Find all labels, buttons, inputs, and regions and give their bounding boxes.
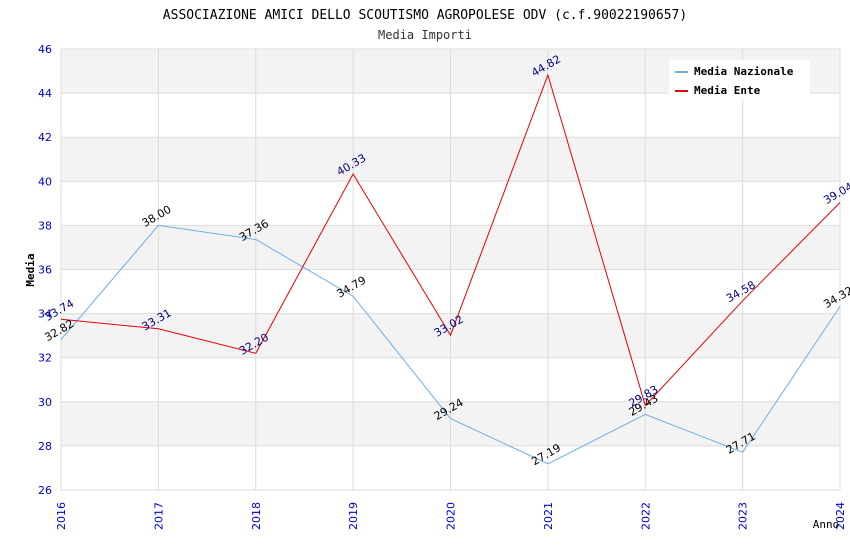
y-tick-label: 46	[38, 43, 52, 56]
chart-title: ASSOCIAZIONE AMICI DELLO SCOUTISMO AGROP…	[163, 8, 687, 23]
legend-box	[669, 60, 810, 100]
series-line-media-ente	[60, 73, 841, 407]
y-tick-label: 32	[38, 352, 52, 365]
grid-lines	[60, 48, 841, 491]
x-tick-label: 2023	[737, 502, 750, 530]
y-tick-label: 26	[38, 484, 52, 497]
series-line-media-nazionale	[60, 224, 841, 465]
y-axis-label: Media	[24, 253, 37, 286]
legend-label-media-nazionale: Media Nazionale	[694, 65, 794, 78]
y-tick-label: 28	[38, 440, 52, 453]
x-axis-label: Anno	[813, 518, 840, 531]
legend-label-media-ente: Media Ente	[694, 84, 761, 97]
legend: Media Nazionale Media Ente	[669, 60, 810, 100]
x-tick-label: 2016	[55, 502, 68, 530]
y-tick-label: 36	[38, 264, 52, 277]
x-tick-label: 2019	[347, 502, 360, 530]
x-tick-label: 2022	[639, 502, 652, 530]
x-tick-label: 2017	[152, 502, 165, 530]
y-tick-label: 34	[38, 308, 52, 321]
chart-subtitle: Media Importi	[378, 28, 472, 42]
x-tick-label: 2018	[250, 502, 263, 530]
series-lines	[60, 73, 841, 465]
y-tick-label: 38	[38, 219, 52, 232]
x-tick-label: 2020	[445, 502, 458, 530]
y-tick-label: 40	[38, 175, 52, 188]
y-tick-label: 30	[38, 396, 52, 409]
y-tick-label: 42	[38, 131, 52, 144]
y-tick-label: 44	[38, 87, 52, 100]
x-tick-label: 2021	[542, 502, 555, 530]
x-axis-ticks: 2016 2017 2018 2019 2020 2021 2022 2023 2024	[55, 502, 847, 530]
y-axis-ticks: 26 28 30 32 34 36 38 40 42 44 46	[38, 43, 52, 497]
x-tick-label: 2024	[834, 502, 847, 530]
